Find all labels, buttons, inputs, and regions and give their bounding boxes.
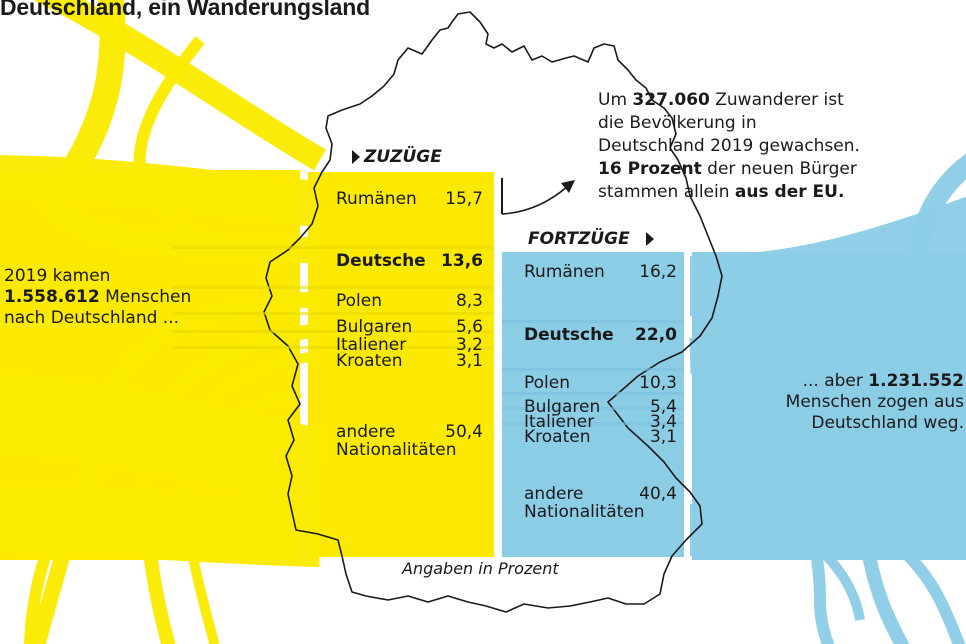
table-rows (172, 246, 684, 425)
zuzug-ribbon (34, 0, 326, 171)
zuzug-ribbon (24, 386, 302, 644)
left-intro-line3: nach Deutschland ... (4, 308, 180, 328)
zuzug-row-label: Kroaten (336, 351, 403, 371)
zuzug-ribbon (254, 247, 321, 305)
fortzug-ribbon (699, 495, 865, 621)
growth-line5: stammen allein aus der EU. (598, 182, 845, 202)
row-separator (502, 407, 684, 410)
row-separator (172, 330, 494, 333)
unit-note: Angaben in Prozent (402, 559, 559, 578)
zuzug-row-value: 5,6 (455, 317, 483, 337)
zuzuege-column (308, 172, 494, 557)
fortzug-total: 1.231.552 (868, 371, 964, 391)
row-separator (502, 320, 684, 323)
zuzug-row-value: 13,6 (441, 251, 483, 271)
zuzug-total: 1.558.612 (4, 287, 100, 307)
fortzug-row-label: Italiener (524, 412, 595, 432)
fortzug-ribbon (689, 494, 966, 556)
fortzug-ribbons (689, 153, 966, 644)
fortzug-ribbon (698, 424, 835, 644)
fortzug-ribbon (698, 393, 910, 644)
right-intro-line1: ... aber 1.231.552 (802, 371, 964, 391)
page-title: Deutschland, ein Wanderungsland (0, 0, 370, 20)
right-intro-text: ... aber 1.231.552 Menschen zogen aus De… (786, 371, 964, 434)
fortzug-ribbon (689, 196, 966, 316)
fortzug-row-value: 3,1 (649, 427, 677, 447)
fortzug-row-label: Polen (524, 373, 571, 393)
zuzug-row-value: 8,3 (455, 291, 483, 311)
fortzug-row-value: 10,3 (639, 373, 677, 393)
right-intro-line3: Deutschland weg. (811, 413, 964, 433)
row-separator (172, 312, 494, 315)
fortzug-row-value: 3,4 (649, 412, 677, 432)
row-separator (172, 246, 494, 249)
fortzug-row-label: Rumänen (524, 262, 605, 282)
row-separator (502, 422, 684, 425)
zuzug-row-label: andere Nationalitäten (336, 422, 457, 460)
annotation-arrow (501, 185, 569, 215)
zuzug-row-value: 15,7 (445, 189, 483, 209)
right-intro-line2: Menschen zogen aus (785, 392, 964, 412)
zuzug-ribbon (0, 155, 322, 227)
zuzug-row-value: 3,1 (455, 351, 483, 371)
fortzug-ribbon (698, 454, 966, 644)
fortzug-row-label: andere Nationalitäten (524, 484, 645, 522)
fortzug-ribbon (699, 340, 966, 385)
zuzug-ribbon (29, 292, 321, 644)
fortzug-row-label: Kroaten (524, 427, 591, 447)
fortzug-row-value: 40,4 (639, 484, 677, 504)
growth-number: 327.060 (632, 90, 710, 110)
zuzug-ribbon (179, 351, 321, 644)
fortzug-row-value: 16,2 (639, 262, 677, 282)
fortzug-row-value: 5,4 (649, 397, 677, 417)
zuzug-row-label: Rumänen (336, 189, 417, 209)
zuzuege-triangle-icon (352, 150, 360, 164)
fortzuege-triangle-icon (646, 232, 654, 246)
left-intro-line2: 1.558.612 Menschen (4, 287, 192, 307)
row-separator (502, 368, 684, 371)
left-intro-line1: 2019 kamen (4, 266, 111, 286)
annotation-arrowhead (561, 180, 575, 193)
zuzug-row-label: Deutsche (336, 251, 426, 271)
fortzug-ribbon (689, 287, 966, 374)
zuzug-row-value: 3,2 (455, 335, 483, 355)
fortzuege-heading: FORTZÜGE (528, 229, 630, 249)
growth-line4: 16 Prozent der neuen Bürger (598, 159, 857, 179)
growth-line3: Deutschland 2019 gewachsen. (598, 136, 860, 156)
left-intro-text: 2019 kamen 1.558.612 Menschen nach Deuts… (4, 266, 191, 329)
zuzug-row-label: Polen (336, 291, 383, 311)
growth-line1: Um 327.060 Zuwanderer ist (598, 90, 844, 110)
fortzug-row-label: Deutsche (524, 325, 614, 345)
fortzug-row-label: Bulgaren (524, 397, 601, 417)
fortzuege-column (502, 252, 684, 557)
zuzug-row-label: Bulgaren (336, 317, 413, 337)
zuzug-ribbon (0, 483, 321, 567)
zuzug-row-label: Italiener (336, 335, 407, 355)
row-separator (172, 286, 494, 289)
zuzug-row-value: 50,4 (445, 422, 483, 442)
row-separator (172, 346, 494, 349)
zuzuege-heading: ZUZÜGE (364, 147, 442, 167)
fortzug-row-value: 22,0 (635, 325, 677, 345)
row-separator (502, 392, 684, 395)
zuzug-ribbons (0, 0, 329, 644)
growth-line2: die Bevölkerung in (598, 113, 757, 133)
growth-annotation: Um 327.060 Zuwanderer ist die Bevölkerun… (598, 89, 860, 204)
